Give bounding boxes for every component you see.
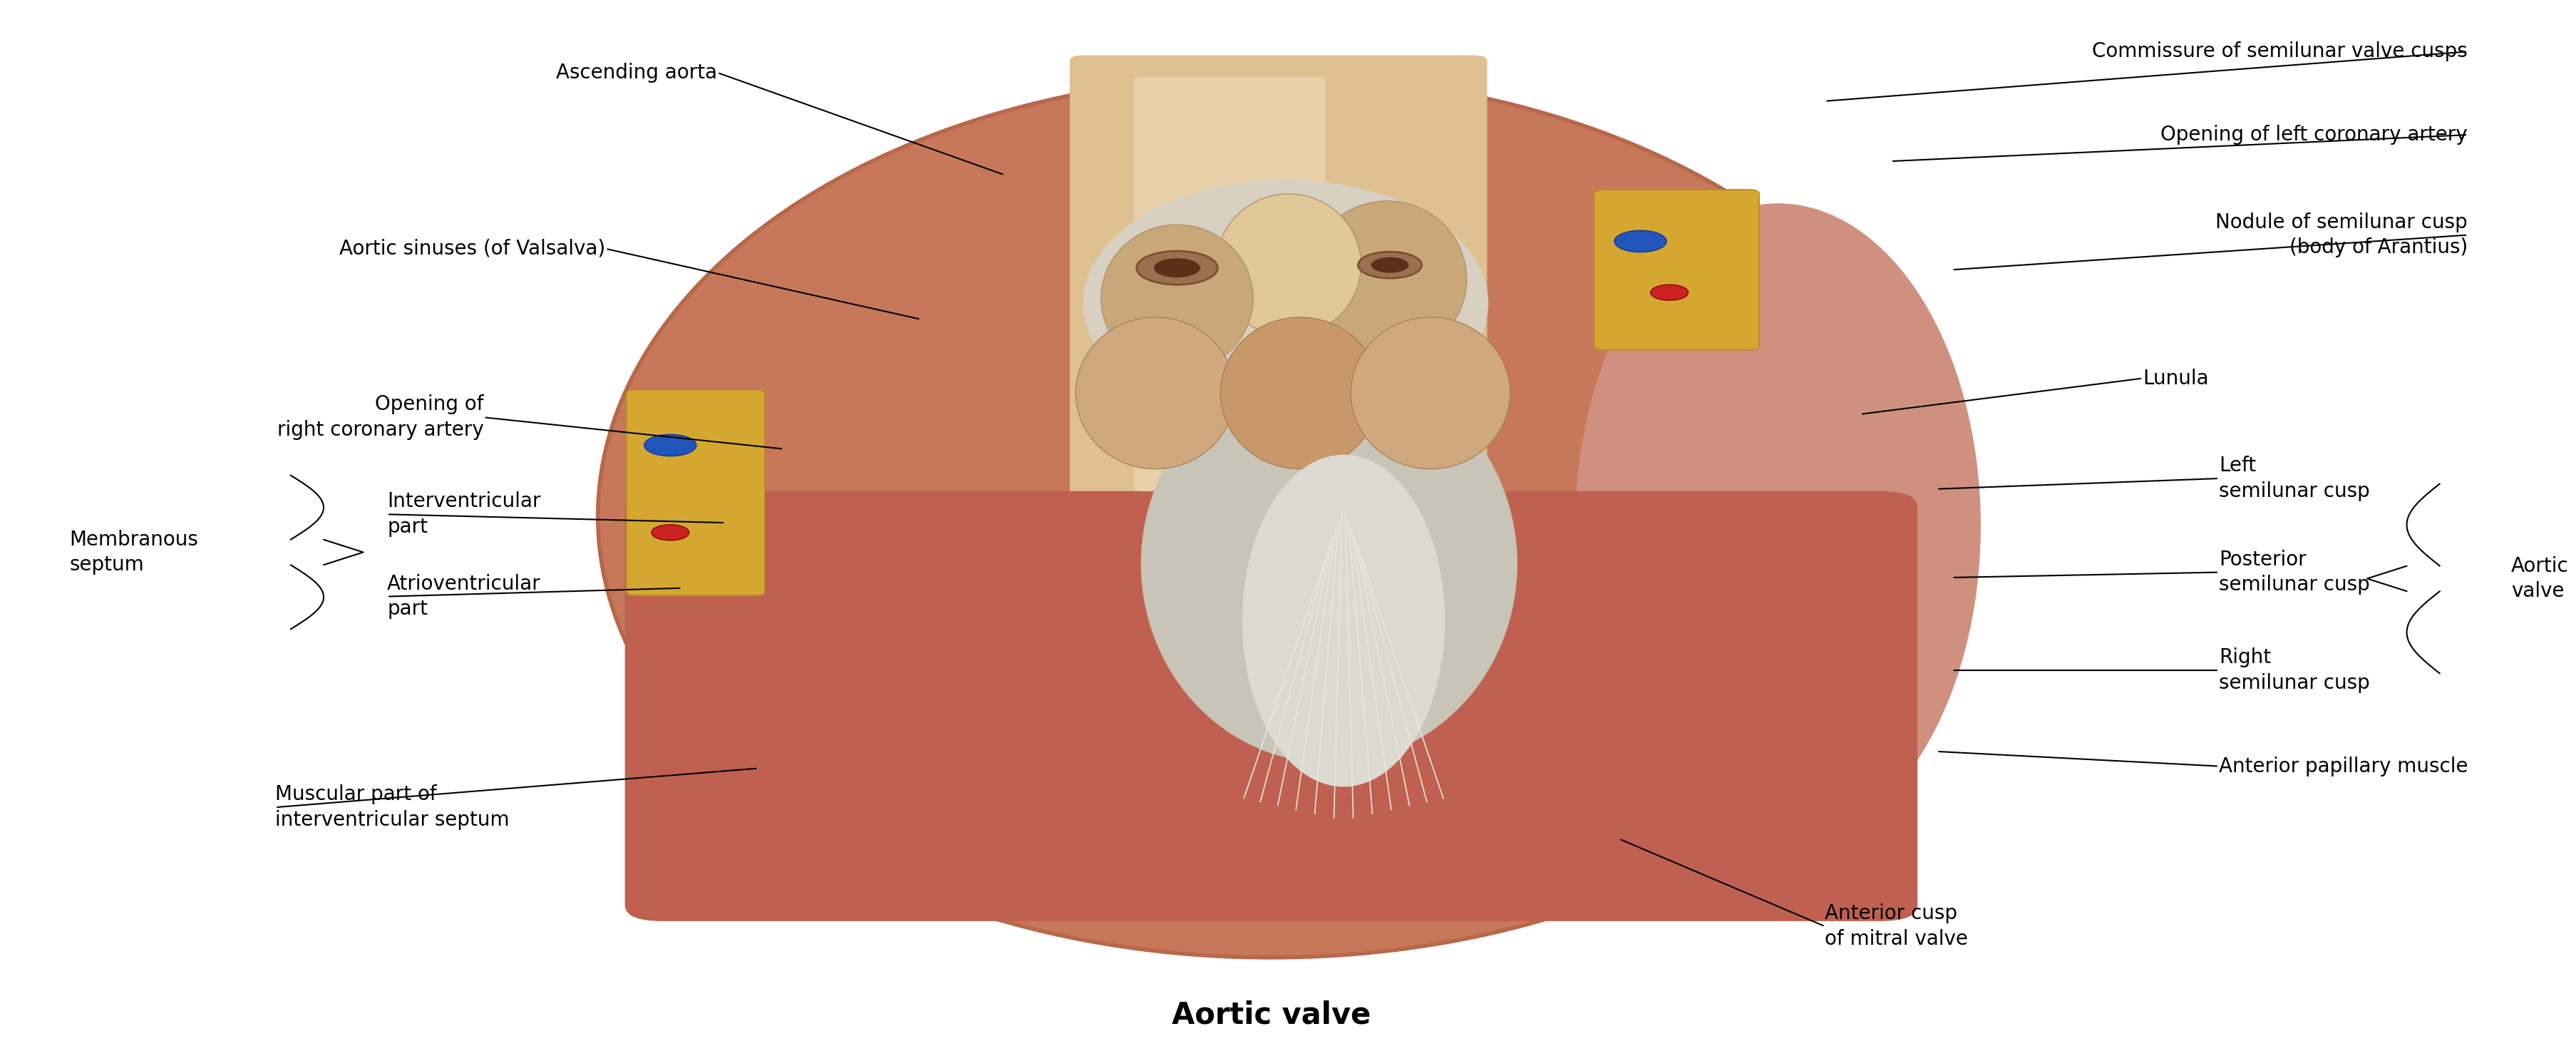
Text: Ascending aorta: Ascending aorta xyxy=(556,62,716,82)
Text: Anterior cusp
of mitral valve: Anterior cusp of mitral valve xyxy=(1824,904,1968,949)
Ellipse shape xyxy=(1309,201,1466,358)
Circle shape xyxy=(1154,259,1200,278)
FancyBboxPatch shape xyxy=(1069,56,1486,512)
Text: Lunula: Lunula xyxy=(2143,369,2208,389)
Ellipse shape xyxy=(1141,364,1517,763)
FancyBboxPatch shape xyxy=(626,390,765,596)
Ellipse shape xyxy=(1216,194,1360,336)
Ellipse shape xyxy=(1350,317,1510,469)
Circle shape xyxy=(1615,230,1667,252)
Text: Right
semilunar cusp: Right semilunar cusp xyxy=(2218,647,2370,693)
Text: Aortic valve: Aortic valve xyxy=(1172,1000,1370,1030)
Text: Membranous
septum: Membranous septum xyxy=(70,529,198,574)
Text: Aortic
valve: Aortic valve xyxy=(2512,555,2568,601)
Text: Interventricular
part: Interventricular part xyxy=(386,492,541,538)
Text: Aortic sinuses (of Valsalva): Aortic sinuses (of Valsalva) xyxy=(340,239,605,259)
FancyBboxPatch shape xyxy=(1595,190,1759,350)
Circle shape xyxy=(644,434,696,456)
Text: Anterior papillary muscle: Anterior papillary muscle xyxy=(2218,756,2468,776)
Ellipse shape xyxy=(598,75,1945,958)
Text: Nodule of semilunar cusp
(body of Arantius): Nodule of semilunar cusp (body of Aranti… xyxy=(2215,212,2468,258)
Text: Left
semilunar cusp: Left semilunar cusp xyxy=(2218,456,2370,502)
Text: Opening of left coronary artery: Opening of left coronary artery xyxy=(2161,125,2468,145)
FancyBboxPatch shape xyxy=(1133,77,1324,491)
Circle shape xyxy=(652,525,690,541)
Ellipse shape xyxy=(1077,317,1234,469)
Circle shape xyxy=(1136,251,1218,285)
Text: Opening of
right coronary artery: Opening of right coronary artery xyxy=(278,395,484,440)
Text: Posterior
semilunar cusp: Posterior semilunar cusp xyxy=(2218,549,2370,595)
Ellipse shape xyxy=(1100,225,1252,372)
Ellipse shape xyxy=(1577,204,1981,848)
Circle shape xyxy=(1358,251,1422,278)
Text: Muscular part of
interventricular septum: Muscular part of interventricular septum xyxy=(276,785,510,830)
Ellipse shape xyxy=(1082,180,1489,427)
Circle shape xyxy=(1370,258,1409,272)
Text: Atrioventricular
part: Atrioventricular part xyxy=(386,573,541,619)
FancyBboxPatch shape xyxy=(626,491,1917,921)
Ellipse shape xyxy=(1242,455,1445,787)
Ellipse shape xyxy=(1221,317,1381,469)
Text: Commissure of semilunar valve cusps: Commissure of semilunar valve cusps xyxy=(2092,41,2468,61)
Circle shape xyxy=(1651,285,1687,300)
